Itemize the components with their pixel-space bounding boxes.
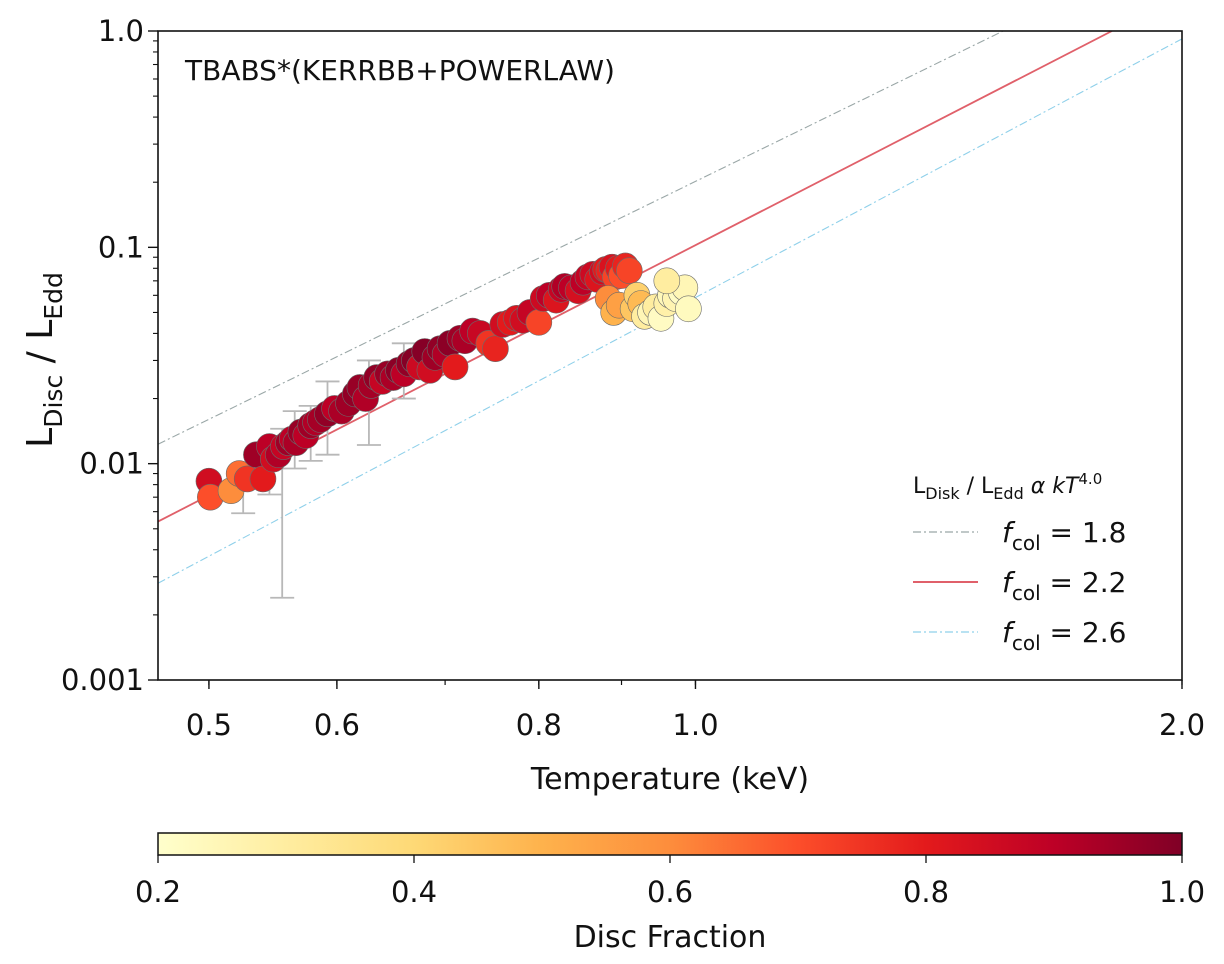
colorbar-ticks: 0.2 0.4 0.6 0.8 1.0 — [135, 855, 1205, 909]
legend-f-subscript: col — [1012, 531, 1041, 555]
legend-f-subscript: col — [1012, 581, 1041, 605]
x-tick-label: 2.0 — [1159, 708, 1205, 742]
y-axis-ticks: 0.001 0.01 0.1 1.0 — [61, 14, 158, 697]
y-tick-label: 0.01 — [79, 447, 144, 481]
x-axis-ticks: 0.5 0.6 0.8 1.0 2.0 — [186, 680, 1205, 742]
data-point — [653, 267, 681, 295]
legend-label-3: fcol = 2.6 — [1002, 616, 1126, 655]
scatter-points — [195, 252, 702, 511]
data-point — [441, 353, 469, 381]
data-point — [482, 335, 509, 362]
y-tick-label: 0.1 — [98, 230, 144, 264]
colorbar-tick-label: 0.8 — [903, 875, 949, 909]
legend-f-value: = 1.8 — [1041, 516, 1127, 549]
legend-title: LDisk / LEdd α kT4.0 — [913, 470, 1102, 503]
colorbar-tick-label: 0.6 — [647, 875, 693, 909]
x-tick-label: 1.0 — [672, 708, 718, 742]
legend-f-subscript: col — [1012, 631, 1041, 655]
relation-line-1 — [158, 31, 1004, 445]
plot-area — [158, 31, 1182, 680]
colorbar-tick-label: 0.2 — [135, 875, 181, 909]
x-axis-title: Temperature (keV) — [530, 762, 809, 797]
y-axis-title: LDisc / LEdd — [20, 272, 68, 448]
y-tick-label: 0.001 — [61, 663, 144, 697]
colorbar-gradient — [157, 832, 1183, 856]
legend-f-value: = 2.2 — [1041, 566, 1127, 599]
colorbar-label: Disc Fraction — [574, 920, 767, 955]
x-tick-label: 0.8 — [516, 708, 562, 742]
x-tick-label: 0.5 — [186, 708, 232, 742]
colorbar-tick-label: 0.4 — [391, 875, 437, 909]
model-annotation: TBABS*(KERRBB+POWERLAW) — [184, 54, 615, 87]
data-point — [615, 257, 643, 284]
data-point — [675, 295, 702, 323]
legend-label-2: fcol = 2.2 — [1002, 566, 1126, 605]
y-tick-label: 1.0 — [98, 14, 144, 48]
x-tick-label: 0.6 — [314, 708, 360, 742]
data-point — [525, 309, 553, 336]
legend-f-value: = 2.6 — [1041, 616, 1127, 649]
colorbar: 0.2 0.4 0.6 0.8 1.0 Disc Fraction — [135, 832, 1205, 955]
colorbar-tick-label: 1.0 — [1159, 875, 1205, 909]
plot-frame — [157, 30, 1183, 681]
